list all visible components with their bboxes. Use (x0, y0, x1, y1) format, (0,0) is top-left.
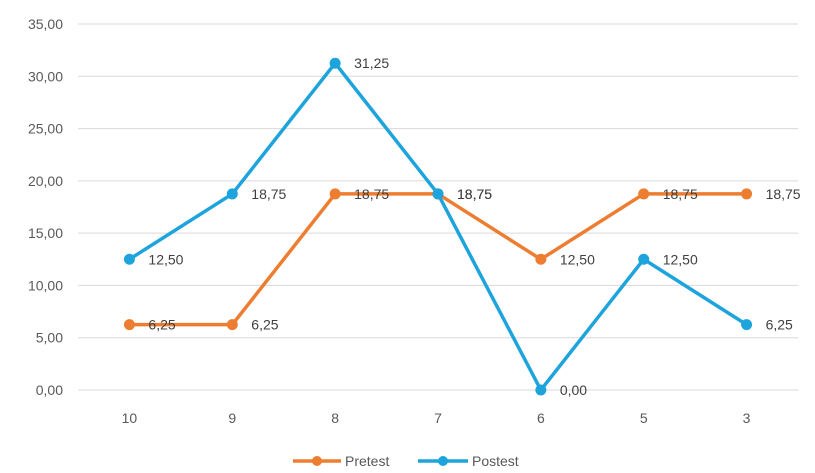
data-label-postest: 6,25 (766, 317, 793, 333)
y-tick-label: 5,00 (36, 330, 63, 346)
data-label-pretest: 18,75 (354, 186, 389, 202)
x-axis-ticks: 10 9 8 7 6 5 3 (122, 410, 751, 426)
legend-label-pretest: Pretest (345, 453, 389, 469)
series-points (123, 57, 753, 396)
data-label-pretest: 18,75 (457, 186, 492, 202)
x-tick-label: 7 (434, 410, 442, 426)
data-point-postest (535, 384, 547, 396)
data-label-postest: 18,75 (251, 186, 286, 202)
series-line-postest (127, 61, 749, 392)
data-point-pretest (741, 188, 753, 200)
y-tick-label: 25,00 (28, 121, 63, 137)
legend-swatch-marker-pretest (312, 456, 322, 466)
gridlines (78, 23, 798, 391)
data-label-postest: 31,25 (354, 55, 389, 71)
data-point-pretest (638, 188, 650, 200)
y-tick-label: 20,00 (28, 173, 63, 189)
legend: Pretest Postest (293, 453, 519, 469)
data-point-pretest (123, 319, 135, 331)
series-line-pretest (127, 192, 749, 327)
y-axis-ticks: 0,00 5,00 10,00 15,00 20,00 25,00 30,00 35,00 (28, 16, 63, 398)
data-point-pretest (226, 319, 238, 331)
data-label-pretest: 18,75 (766, 186, 801, 202)
data-label-postest: 18,75 (457, 186, 492, 202)
x-tick-label: 6 (537, 410, 545, 426)
x-tick-label: 9 (228, 410, 236, 426)
y-tick-label: 30,00 (28, 68, 63, 84)
data-point-pretest (329, 188, 341, 200)
data-point-postest (329, 57, 341, 69)
x-tick-label: 10 (122, 410, 138, 426)
data-label-pretest: 12,50 (560, 251, 595, 267)
data-label-postest: 0,00 (560, 382, 587, 398)
y-tick-label: 0,00 (36, 382, 63, 398)
data-label-postest: 12,50 (663, 251, 698, 267)
x-tick-label: 8 (331, 410, 339, 426)
y-tick-label: 10,00 (28, 277, 63, 293)
data-label-postest: 12,50 (148, 251, 183, 267)
data-label-pretest: 6,25 (251, 317, 278, 333)
data-label-pretest: 18,75 (663, 186, 698, 202)
data-point-postest (638, 253, 650, 265)
data-labels: 6,25 6,25 18,75 18,75 12,50 18,75 18,75 12,50 18… (148, 55, 800, 398)
y-tick-label: 35,00 (28, 16, 63, 32)
data-label-pretest: 6,25 (148, 317, 175, 333)
data-point-pretest (535, 253, 547, 265)
x-tick-label: 3 (743, 410, 751, 426)
y-tick-label: 15,00 (28, 225, 63, 241)
legend-swatch-marker-postest (438, 456, 448, 466)
series-lines (127, 61, 749, 392)
data-point-postest (226, 188, 238, 200)
legend-label-postest: Postest (472, 453, 519, 469)
data-point-postest (123, 253, 135, 265)
data-point-postest (432, 188, 444, 200)
data-point-postest (741, 319, 753, 331)
x-tick-label: 5 (640, 410, 648, 426)
